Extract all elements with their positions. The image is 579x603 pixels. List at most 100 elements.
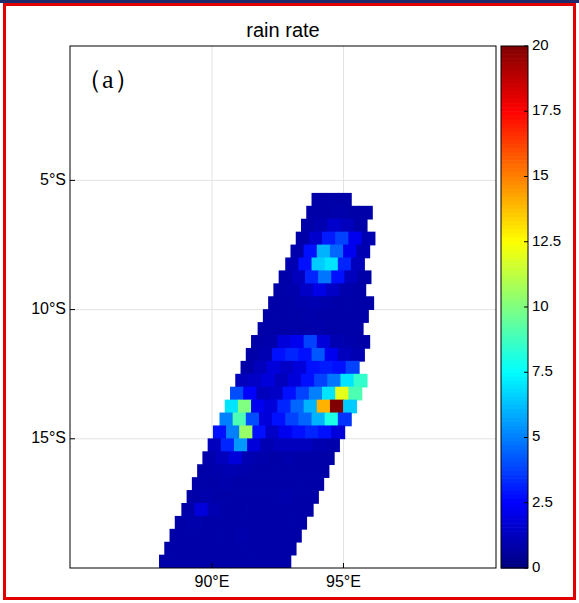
cell [331,270,345,284]
cell [264,555,278,568]
cell [246,348,260,362]
colorbar-step [501,340,528,345]
colorbar-step [501,393,528,398]
colorbar-step [501,230,528,235]
cell [304,400,318,414]
colorbar-step [501,87,528,92]
cell [202,451,216,465]
cell [308,296,322,310]
colorbar-tick [524,568,528,569]
colorbar-step [501,539,528,544]
colorbar-step [501,372,528,377]
y-tick [70,438,75,439]
colorbar-step [501,287,528,292]
cell [262,529,276,543]
colorbar-step [501,283,528,288]
colorbar-step [501,242,528,247]
cells [159,193,375,568]
x-tick [212,563,213,568]
cell [251,555,265,568]
colorbar-tick [524,46,528,47]
cell [321,296,335,310]
cell [312,413,326,427]
colorbar-step [501,515,528,520]
cell [302,464,316,478]
cell [335,232,349,246]
colorbar-step [501,164,528,169]
colorbar-step [501,115,528,120]
cell [281,451,295,465]
cell [221,503,235,517]
cell [318,425,332,439]
cell [271,322,285,336]
cell [267,516,281,530]
colorbar-step [501,323,528,328]
colorbar-step [501,401,528,406]
cell [325,258,339,272]
cell [192,477,206,491]
colorbar-step [501,140,528,145]
cell [335,387,349,401]
colorbar-step [501,364,528,369]
colorbar-tick-label: 0 [532,558,540,575]
colorbar-step [501,389,528,394]
cell [285,413,299,427]
cell [246,413,260,427]
cell [225,555,239,568]
cell [293,361,307,375]
colorbar-step [501,454,528,459]
grid [70,46,496,568]
cell [333,206,347,220]
cell [289,464,303,478]
colorbar-step [501,99,528,104]
colorbar-step [501,225,528,230]
cell [263,464,277,478]
colorbar-step [501,556,528,561]
cell [170,529,184,543]
cell [235,374,249,388]
cell [339,283,353,297]
colorbar-step [501,352,528,357]
cell [290,245,304,259]
cell [305,490,319,504]
colorbar-step [501,54,528,59]
cell [326,283,340,297]
cell [191,542,205,556]
colorbar-step [501,409,528,414]
colorbar-step [501,95,528,100]
cell [313,283,327,297]
colorbar-step [501,491,528,496]
colorbar-step [501,523,528,528]
colorbar-step [501,327,528,332]
cell [351,258,365,272]
cell [235,529,249,543]
colorbar-tick [524,502,528,503]
cell [239,425,253,439]
cell [308,451,322,465]
y-tick-label: 10°S [31,300,66,317]
x-tick-label: 95°E [326,573,361,590]
cell [252,425,266,439]
colorbar-step [501,307,528,312]
cell [306,206,320,220]
cell [290,335,304,349]
colorbar-step [501,107,528,112]
cell [296,387,310,401]
colorbar-tick [524,176,528,177]
colorbar-step [501,482,528,487]
cell [275,374,289,388]
cell [175,516,189,530]
cell [273,283,287,297]
cell [266,425,280,439]
cell [317,245,331,259]
colorbar-step [501,356,528,361]
colorbar-step [501,148,528,153]
cell [214,516,228,530]
cell [221,438,235,452]
cell [243,542,257,556]
cell [354,219,368,233]
colorbar-tick-label: 5 [532,427,540,444]
cell [230,542,244,556]
colorbar-tick [524,372,528,373]
colorbar-step [501,376,528,381]
